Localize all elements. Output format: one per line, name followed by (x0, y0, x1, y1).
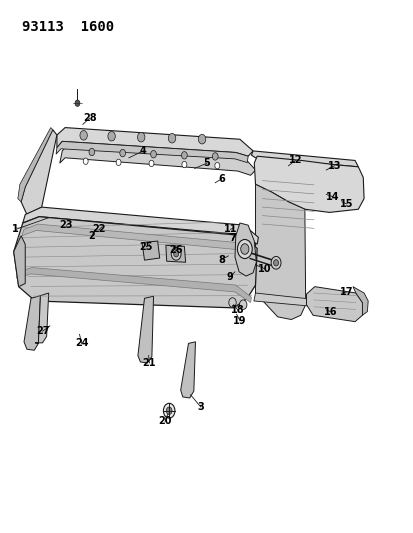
Polygon shape (23, 207, 258, 244)
Polygon shape (21, 130, 57, 215)
Polygon shape (56, 141, 247, 163)
Polygon shape (59, 144, 255, 175)
Polygon shape (138, 296, 153, 363)
Polygon shape (253, 293, 330, 311)
Circle shape (137, 132, 145, 142)
Circle shape (119, 149, 125, 157)
Circle shape (163, 403, 175, 418)
Text: 6: 6 (218, 174, 224, 184)
Text: 15: 15 (339, 199, 353, 209)
Text: 20: 20 (158, 416, 171, 426)
Polygon shape (306, 287, 361, 321)
Circle shape (237, 239, 252, 259)
Circle shape (228, 298, 236, 308)
Polygon shape (14, 216, 256, 308)
Circle shape (171, 247, 180, 260)
Text: 9: 9 (225, 272, 233, 282)
Circle shape (166, 407, 172, 415)
Text: 18: 18 (230, 305, 244, 315)
Polygon shape (180, 342, 195, 398)
Text: 17: 17 (339, 287, 353, 297)
Text: 2: 2 (88, 231, 95, 241)
Circle shape (214, 163, 219, 169)
Circle shape (271, 256, 280, 269)
Text: 19: 19 (233, 316, 246, 326)
Circle shape (198, 134, 205, 144)
Polygon shape (14, 236, 25, 287)
Text: 25: 25 (139, 242, 152, 252)
Circle shape (83, 158, 88, 164)
Text: 23: 23 (59, 220, 73, 230)
Circle shape (108, 132, 115, 141)
Polygon shape (251, 151, 358, 167)
Circle shape (80, 131, 87, 140)
Text: 24: 24 (75, 338, 88, 349)
Circle shape (116, 159, 121, 166)
Circle shape (273, 260, 278, 266)
Polygon shape (22, 224, 250, 260)
Text: 22: 22 (92, 224, 106, 235)
Polygon shape (18, 127, 53, 202)
Text: 10: 10 (257, 264, 271, 273)
Circle shape (89, 148, 95, 156)
Circle shape (212, 153, 218, 160)
Text: 14: 14 (325, 191, 338, 201)
Circle shape (149, 160, 154, 167)
Polygon shape (254, 156, 363, 213)
Circle shape (150, 150, 156, 158)
Polygon shape (35, 293, 49, 343)
Polygon shape (16, 268, 251, 303)
Text: 12: 12 (288, 156, 301, 165)
Text: 16: 16 (323, 306, 336, 317)
Polygon shape (255, 184, 305, 319)
Text: 5: 5 (203, 158, 210, 168)
Text: 3: 3 (197, 402, 204, 412)
Circle shape (181, 161, 186, 168)
Circle shape (173, 251, 178, 257)
Text: 13: 13 (327, 161, 340, 171)
Polygon shape (57, 127, 252, 156)
Text: 1: 1 (12, 224, 19, 235)
Circle shape (181, 151, 187, 159)
Text: 4: 4 (140, 146, 146, 156)
Text: 26: 26 (169, 245, 183, 255)
Polygon shape (352, 287, 367, 316)
Text: 93113  1600: 93113 1600 (22, 20, 114, 34)
Text: 8: 8 (217, 255, 224, 264)
Circle shape (240, 244, 248, 254)
Text: 27: 27 (36, 326, 49, 336)
Polygon shape (142, 241, 159, 260)
Text: 7: 7 (228, 233, 235, 244)
Text: 21: 21 (142, 358, 156, 368)
Circle shape (168, 133, 176, 143)
Text: 28: 28 (83, 113, 96, 123)
Circle shape (239, 300, 246, 310)
Text: 11: 11 (223, 224, 237, 235)
Polygon shape (24, 296, 40, 350)
Polygon shape (235, 223, 256, 276)
Polygon shape (166, 245, 185, 262)
Circle shape (75, 100, 80, 107)
